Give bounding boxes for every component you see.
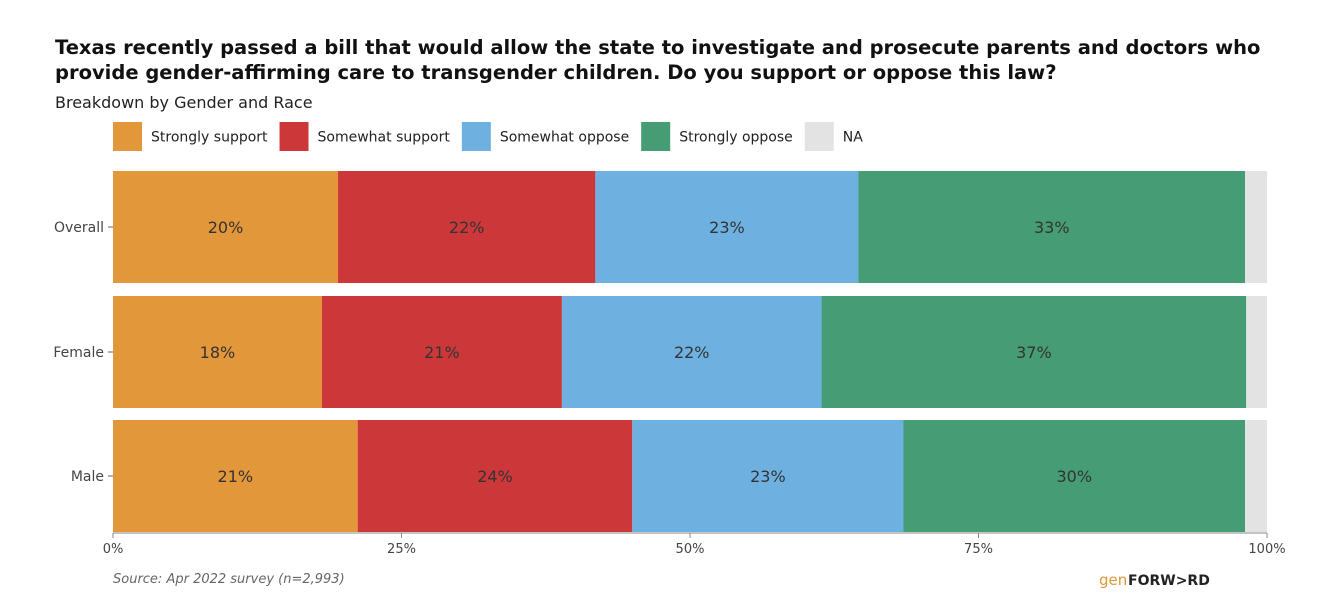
legend-item-strongly-support: Strongly support	[113, 122, 268, 151]
data-label-male-somewhat-oppose: 23%	[750, 467, 786, 486]
legend-swatch-somewhat-support	[279, 122, 309, 151]
bar-male-somewhat-oppose	[632, 420, 904, 532]
chart-subtitle: Breakdown by Gender and Race	[55, 93, 313, 112]
bar-male-strongly-support	[113, 420, 358, 532]
data-label-overall-somewhat-oppose: 23%	[709, 218, 745, 237]
logo-forward-text: FORW>RD	[1128, 573, 1210, 589]
data-label-female-somewhat-support: 21%	[424, 343, 460, 362]
data-label-male-strongly-oppose: 30%	[1057, 467, 1093, 486]
legend-item-somewhat-oppose: Somewhat oppose	[461, 122, 629, 151]
legend-swatch-somewhat-oppose	[461, 122, 491, 151]
genforward-logo: gen FORW>RD	[1099, 571, 1210, 589]
legend: Strongly support Somewhat support Somewhat…	[113, 122, 863, 151]
legend-swatch-na	[804, 122, 834, 151]
x-tick-label-100: 100%	[1248, 542, 1285, 557]
bar-overall-strongly-oppose	[858, 171, 1246, 283]
data-label-overall-somewhat-support: 22%	[449, 218, 485, 237]
data-label-overall-strongly-oppose: 33%	[1034, 218, 1070, 237]
legend-label-strongly-oppose: Strongly oppose	[679, 130, 793, 146]
bar-female-somewhat-oppose	[561, 296, 822, 408]
legend-item-strongly-oppose: Strongly oppose	[641, 122, 793, 151]
bar-female-strongly-oppose	[821, 296, 1247, 408]
data-label-female-somewhat-oppose: 22%	[674, 343, 710, 362]
logo-gen-text: gen	[1099, 571, 1127, 589]
bar-overall-strongly-support	[113, 171, 339, 283]
data-label-male-strongly-support: 21%	[218, 467, 254, 486]
data-label-female-strongly-oppose: 37%	[1016, 343, 1052, 362]
bar-overall-somewhat-oppose	[595, 171, 859, 283]
chart-title-line-1: Texas recently passed a bill that would …	[55, 36, 1260, 59]
bar-row-overall: 20% 22% 23% 33%	[113, 171, 1267, 283]
x-tick-label-50: 50%	[676, 542, 705, 557]
x-axis: 0% 25% 50% 75% 100%	[103, 532, 1286, 557]
bar-male-na	[1245, 420, 1267, 532]
legend-label-somewhat-support: Somewhat support	[318, 130, 451, 146]
bar-female-strongly-support	[113, 296, 322, 408]
category-label-male: Male	[71, 469, 104, 485]
bar-male-strongly-oppose	[903, 420, 1246, 532]
bar-female-na	[1246, 296, 1267, 408]
category-label-female: Female	[53, 345, 104, 361]
legend-label-somewhat-oppose: Somewhat oppose	[500, 130, 629, 146]
legend-label-strongly-support: Strongly support	[151, 130, 268, 146]
legend-item-somewhat-support: Somewhat support	[279, 122, 451, 151]
legend-swatch-strongly-support	[113, 122, 142, 151]
bar-row-female: 18% 21% 22% 37%	[113, 296, 1267, 408]
data-label-female-strongly-support: 18%	[200, 343, 236, 362]
x-tick-label-0: 0%	[103, 542, 124, 557]
data-label-male-somewhat-support: 24%	[477, 467, 513, 486]
data-label-overall-strongly-support: 20%	[208, 218, 244, 237]
plot-area: 20% 22% 23% 33% Overall 18% 21% 22% 37% Female 21%…	[53, 171, 1267, 532]
bar-overall-na	[1245, 171, 1267, 283]
source-note: Source: Apr 2022 survey (n=2,993)	[113, 572, 345, 587]
category-label-overall: Overall	[54, 220, 104, 236]
bar-male-somewhat-support	[357, 420, 633, 532]
chart-title-line-2: provide gender-affirming care to transge…	[55, 61, 1057, 84]
bar-row-male: 21% 24% 23% 30%	[113, 420, 1267, 532]
x-tick-label-75: 75%	[964, 542, 993, 557]
x-tick-label-25: 25%	[387, 542, 416, 557]
legend-swatch-strongly-oppose	[641, 122, 671, 151]
bar-female-somewhat-support	[321, 296, 562, 408]
legend-label-na: NA	[843, 130, 863, 146]
legend-item-na: NA	[804, 122, 863, 151]
bar-overall-somewhat-support	[338, 171, 596, 283]
